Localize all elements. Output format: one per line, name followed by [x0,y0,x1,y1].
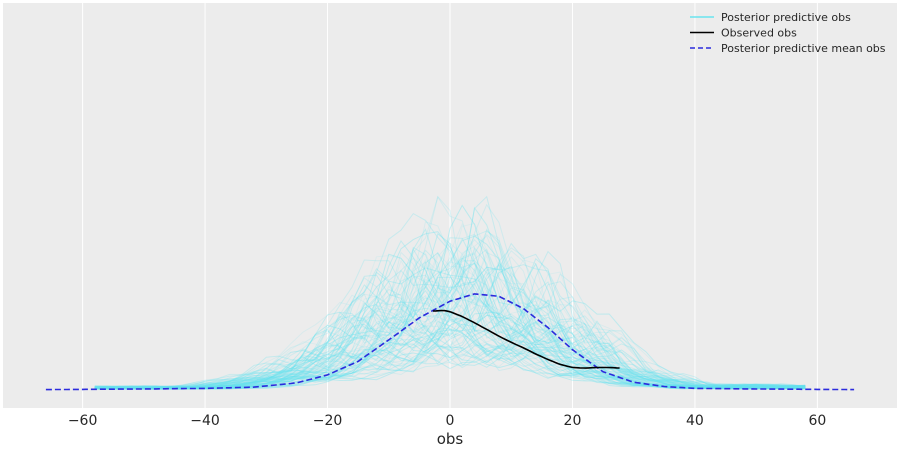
posterior-sample-line [94,261,806,389]
x-tick-label: 20 [564,413,582,429]
posterior-sample-line [94,329,806,390]
posterior-sample-line [94,231,806,389]
posterior-sample-line [94,195,806,389]
posterior-sample-line [94,242,806,389]
posterior-sample-line [94,228,806,389]
posterior-sample-line [94,311,806,389]
posterior-sample-line [94,319,806,390]
posterior-sample-line [94,313,806,390]
x-tick-label: −60 [68,413,98,429]
x-tick-label: −20 [313,413,343,429]
posterior-sample-line [94,285,806,389]
posterior-sample-line [94,312,806,390]
posterior-sample-line [94,212,806,389]
posterior-sample-line [94,320,806,390]
posterior-sample-line [94,285,806,390]
legend-label: Posterior predictive obs [721,11,851,24]
posterior-sample-line [94,239,806,389]
observed-line [432,309,620,369]
grid-lines [82,3,818,408]
posterior-sample-line [94,294,806,390]
posterior-sample-line [94,195,806,389]
x-tick-label: 0 [446,413,455,429]
posterior-sample-line [94,338,806,390]
posterior-sample-line [94,260,806,390]
posterior-sample-line [94,239,806,389]
posterior-sample-line [94,304,806,390]
posterior-sample-line [94,257,806,389]
posterior-sample-line [94,276,806,389]
posterior-sample-line [94,251,806,389]
posterior-sample-line [94,222,806,389]
posterior-sample-line [94,221,806,389]
posterior-sample-line [94,233,806,389]
posterior-sample-line [94,237,806,389]
posterior-sample-line [94,235,806,389]
x-tick-label: 40 [686,413,704,429]
posterior-sample-line [94,296,806,389]
posterior-sample-line [94,289,806,390]
posterior-sample-line [94,242,806,389]
posterior-sample-line [94,294,806,390]
posterior-sample-line [94,243,806,389]
posterior-sample-line [94,328,806,390]
posterior-sample-line [94,252,806,389]
x-tick-label: 60 [808,413,826,429]
posterior-sample-line [94,222,806,389]
posterior-sample-line [94,203,806,389]
posterior-sample-line [94,319,806,390]
posterior-sample-line [94,254,806,389]
posterior-sample-line [94,249,806,389]
posterior-sample-line [94,246,806,389]
posterior-sample-line [94,274,806,389]
posterior-sample-line [94,271,806,389]
posterior-sample-line [94,327,806,390]
legend-label: Observed obs [721,27,797,40]
series-lines [45,293,855,391]
posterior-sample-line [94,250,806,389]
legend-label: Posterior predictive mean obs [721,42,886,55]
x-axis-label: obs [437,430,464,448]
posterior-sample-line [94,204,806,388]
x-tick-label: −40 [190,413,220,429]
posterior-sample-line [94,230,806,389]
posterior-sample-line [94,233,806,389]
posterior-sample-line [94,206,806,389]
legend: Posterior predictive obs Observed obs Post… [690,11,886,55]
x-tick-labels: −60 −40 −20 0 20 40 60 [68,413,826,429]
posterior-sample-line [94,195,806,389]
posterior-sample-line [94,264,806,388]
posterior-mean-line [45,293,855,391]
posterior-sample-line [94,332,806,390]
posterior-sample-line [94,252,806,389]
posterior-sample-line [94,261,806,390]
